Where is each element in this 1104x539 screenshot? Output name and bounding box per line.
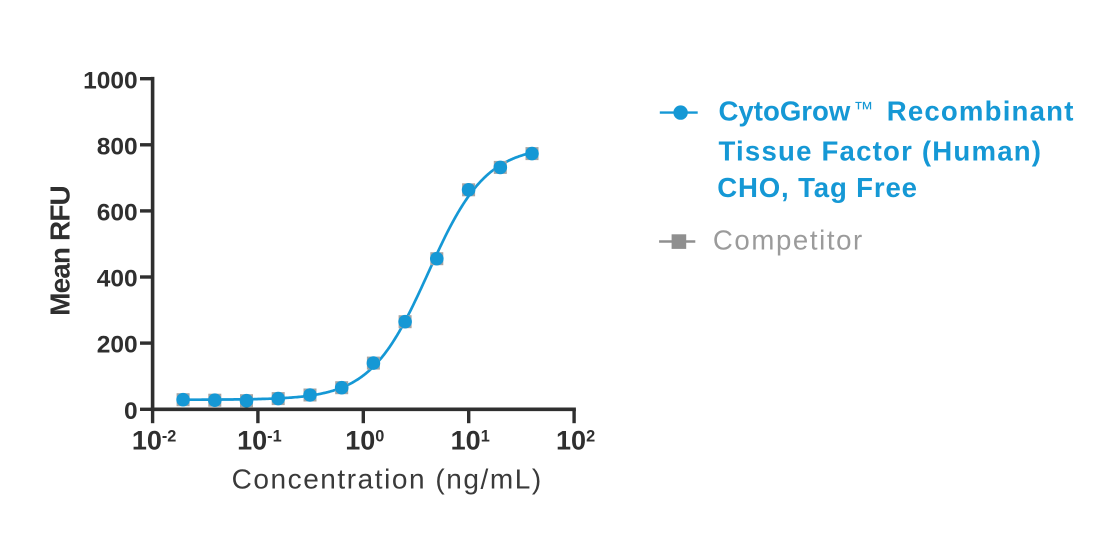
svg-text:1000: 1000 — [83, 67, 138, 94]
svg-text:Mean RFU: Mean RFU — [44, 186, 75, 316]
svg-text:600: 600 — [97, 200, 138, 227]
svg-text:200: 200 — [97, 332, 138, 359]
svg-text:Tissue Factor (Human): Tissue Factor (Human) — [719, 135, 1043, 166]
svg-text:CHO, Tag Free: CHO, Tag Free — [717, 172, 918, 203]
svg-text:10-2: 10-2 — [132, 426, 177, 456]
svg-text:Concentration (ng/mL): Concentration (ng/mL) — [232, 464, 543, 495]
svg-text:400: 400 — [97, 266, 138, 293]
svg-text:0: 0 — [124, 398, 138, 425]
svg-text:102: 102 — [556, 426, 595, 456]
svg-text:800: 800 — [97, 133, 138, 160]
svg-text:Competitor: Competitor — [713, 224, 864, 255]
